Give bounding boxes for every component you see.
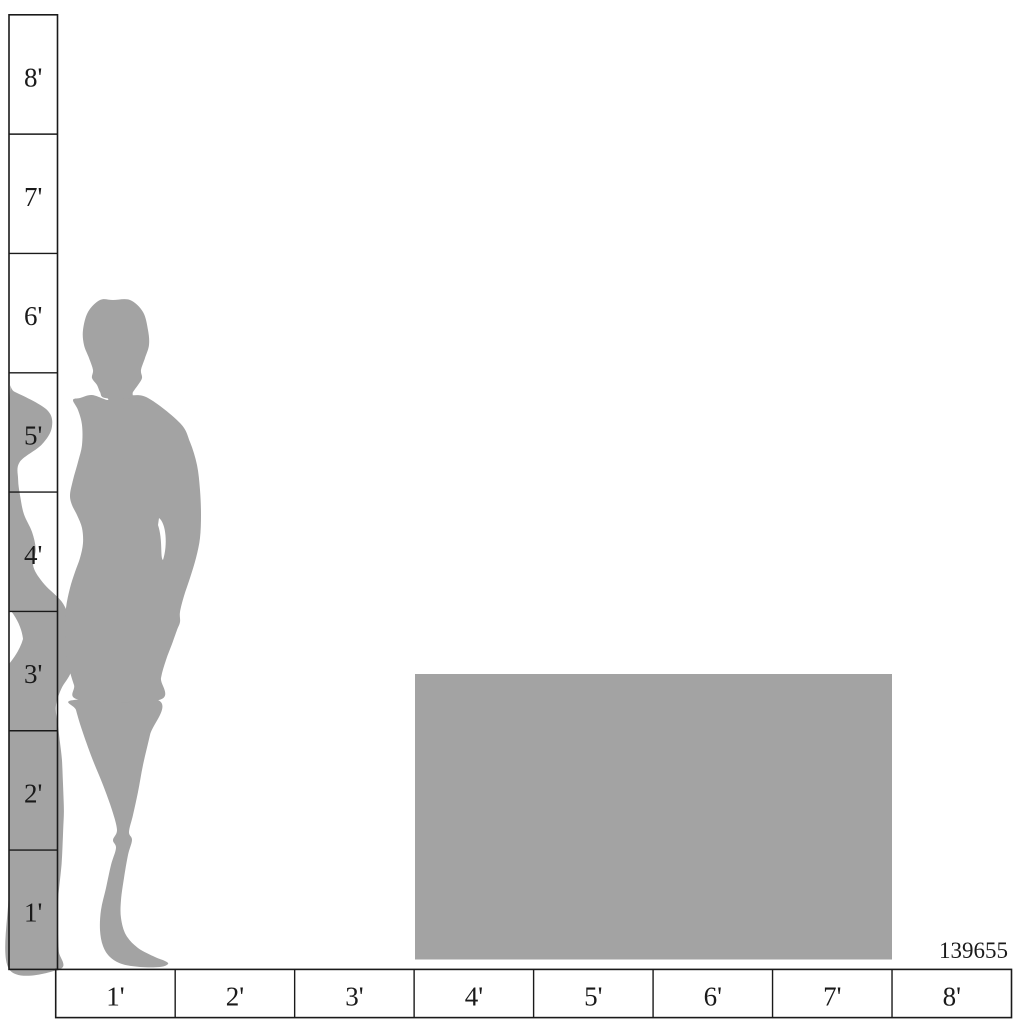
- svg-text:6': 6': [24, 301, 42, 331]
- svg-text:5': 5': [584, 982, 602, 1012]
- svg-text:3': 3': [345, 982, 363, 1012]
- svg-text:4': 4': [24, 540, 42, 570]
- svg-text:2': 2': [24, 778, 42, 808]
- svg-text:1': 1': [24, 898, 42, 928]
- svg-text:6': 6': [704, 982, 722, 1012]
- svg-text:3': 3': [24, 659, 42, 689]
- svg-text:4': 4': [465, 982, 483, 1012]
- svg-text:8': 8': [943, 982, 961, 1012]
- svg-text:7': 7': [823, 982, 841, 1012]
- svg-text:7': 7': [24, 182, 42, 212]
- svg-text:2': 2': [226, 982, 244, 1012]
- svg-text:8': 8': [24, 63, 42, 93]
- svg-text:5': 5': [24, 420, 42, 450]
- svg-text:1': 1': [106, 982, 124, 1012]
- svg-text:139655: 139655: [939, 938, 1008, 963]
